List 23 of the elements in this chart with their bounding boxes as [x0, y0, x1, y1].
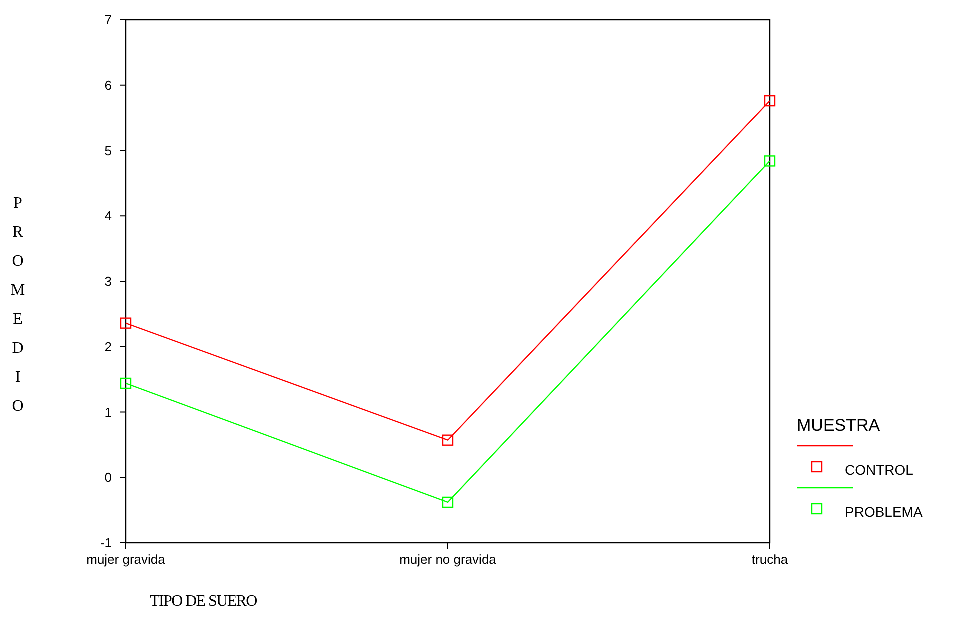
y-tick-label: -1: [100, 536, 112, 551]
legend-label: CONTROL: [845, 462, 914, 478]
legend-label: PROBLEMA: [845, 504, 924, 520]
y-tick-label: 2: [104, 339, 112, 354]
point: [764, 156, 776, 167]
legend-title: MUESTRA: [797, 416, 881, 435]
x-tick-label: trucha: [752, 552, 789, 567]
y-axis-title: PROMEDIO: [10, 195, 26, 415]
y-tick-label: 7: [104, 12, 112, 28]
y-tick-label: 5: [104, 143, 112, 158]
x-tick-label: mujer gravida: [86, 552, 166, 567]
x-tick-label: mujer no gravida: [400, 552, 498, 567]
y-tick-label: 4: [104, 208, 112, 224]
point: [120, 318, 132, 329]
point: [442, 434, 454, 446]
y-tick-label: 1: [104, 404, 112, 420]
x-axis-title: TIPO DE SUERO: [150, 593, 258, 610]
y-tick-label: 3: [104, 274, 112, 290]
point: [764, 95, 776, 107]
point: [442, 496, 454, 508]
y-tick-label: 0: [104, 470, 112, 486]
y-tick-label: 6: [104, 78, 112, 93]
point: [120, 378, 132, 390]
